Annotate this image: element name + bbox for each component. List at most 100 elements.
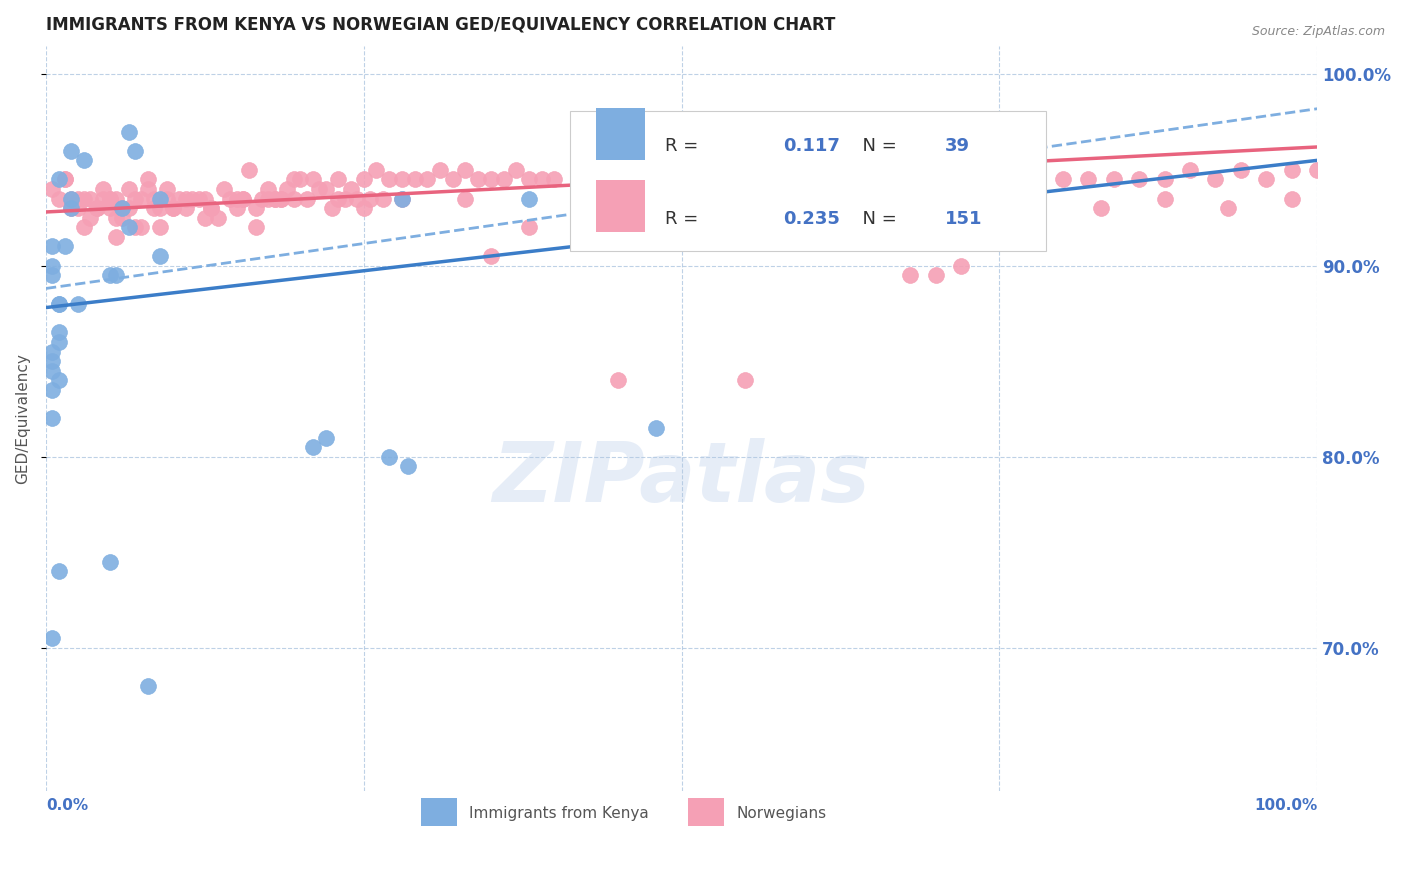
Point xyxy=(321,201,343,215)
Point xyxy=(238,162,260,177)
Point xyxy=(517,192,540,206)
Point xyxy=(194,192,217,206)
Point xyxy=(295,192,318,206)
Point xyxy=(257,192,280,206)
Point xyxy=(530,172,553,186)
Point xyxy=(48,297,70,311)
Point xyxy=(53,172,76,186)
Text: 100.0%: 100.0% xyxy=(1254,797,1317,813)
Point xyxy=(543,172,565,186)
Point xyxy=(467,172,489,186)
Point xyxy=(416,172,439,186)
Point xyxy=(245,220,267,235)
Point xyxy=(48,297,70,311)
Point xyxy=(174,192,197,206)
Point xyxy=(73,153,96,168)
Bar xyxy=(420,798,457,826)
Point xyxy=(1128,172,1150,186)
Point xyxy=(91,192,114,206)
Point xyxy=(454,162,477,177)
Point xyxy=(1281,192,1303,206)
Point xyxy=(136,182,159,196)
Point xyxy=(79,192,101,206)
Point xyxy=(283,192,305,206)
Point xyxy=(645,421,668,435)
Point xyxy=(671,172,693,186)
Point xyxy=(976,172,998,186)
Point xyxy=(263,192,285,206)
Point xyxy=(250,192,273,206)
Point xyxy=(117,182,139,196)
Point xyxy=(41,182,63,196)
Point xyxy=(607,373,630,387)
Point xyxy=(359,192,381,206)
Point xyxy=(595,162,617,177)
Point xyxy=(328,172,350,186)
Point xyxy=(1230,162,1253,177)
Point xyxy=(1256,172,1278,186)
Point xyxy=(848,172,870,186)
Point xyxy=(308,182,330,196)
Point xyxy=(187,192,209,206)
Point xyxy=(232,192,254,206)
Point xyxy=(245,201,267,215)
Point xyxy=(645,192,668,206)
Point xyxy=(41,268,63,282)
Point xyxy=(53,239,76,253)
Point xyxy=(53,172,76,186)
Point xyxy=(104,268,127,282)
Point xyxy=(91,182,114,196)
Point xyxy=(156,192,179,206)
Point xyxy=(645,172,668,186)
Point xyxy=(772,172,794,186)
Point xyxy=(353,172,375,186)
Point xyxy=(124,144,146,158)
Point xyxy=(290,172,312,186)
Point xyxy=(315,182,337,196)
Point xyxy=(391,192,413,206)
Point xyxy=(1077,172,1099,186)
Point xyxy=(174,201,197,215)
Point xyxy=(66,297,89,311)
Point xyxy=(86,201,108,215)
Point xyxy=(98,192,121,206)
Point xyxy=(98,555,121,569)
Point xyxy=(219,192,242,206)
Point xyxy=(283,172,305,186)
Point xyxy=(1204,172,1226,186)
Text: 0.235: 0.235 xyxy=(783,210,841,227)
Point xyxy=(479,172,502,186)
Point xyxy=(797,172,820,186)
Point xyxy=(41,364,63,378)
Text: IMMIGRANTS FROM KENYA VS NORWEGIAN GED/EQUIVALENCY CORRELATION CHART: IMMIGRANTS FROM KENYA VS NORWEGIAN GED/E… xyxy=(46,15,835,33)
Point xyxy=(1026,172,1049,186)
Point xyxy=(1001,172,1024,186)
Point xyxy=(200,201,222,215)
Point xyxy=(276,182,298,196)
Point xyxy=(48,565,70,579)
Text: R =: R = xyxy=(665,137,704,155)
Point xyxy=(873,182,896,196)
Point xyxy=(181,192,204,206)
Point xyxy=(117,125,139,139)
Point xyxy=(505,162,527,177)
Point xyxy=(104,192,127,206)
Point xyxy=(136,172,159,186)
Point xyxy=(41,632,63,646)
Point xyxy=(721,162,744,177)
Point xyxy=(270,192,292,206)
Point xyxy=(950,259,973,273)
Point xyxy=(41,383,63,397)
Bar xyxy=(688,798,724,826)
Point xyxy=(454,192,477,206)
Point xyxy=(41,239,63,253)
Point xyxy=(404,172,426,186)
Point xyxy=(734,373,756,387)
Point xyxy=(340,182,363,196)
Point xyxy=(378,172,401,186)
Point xyxy=(328,192,350,206)
Point xyxy=(86,201,108,215)
Point xyxy=(143,192,166,206)
Point xyxy=(378,450,401,464)
Point xyxy=(48,192,70,206)
